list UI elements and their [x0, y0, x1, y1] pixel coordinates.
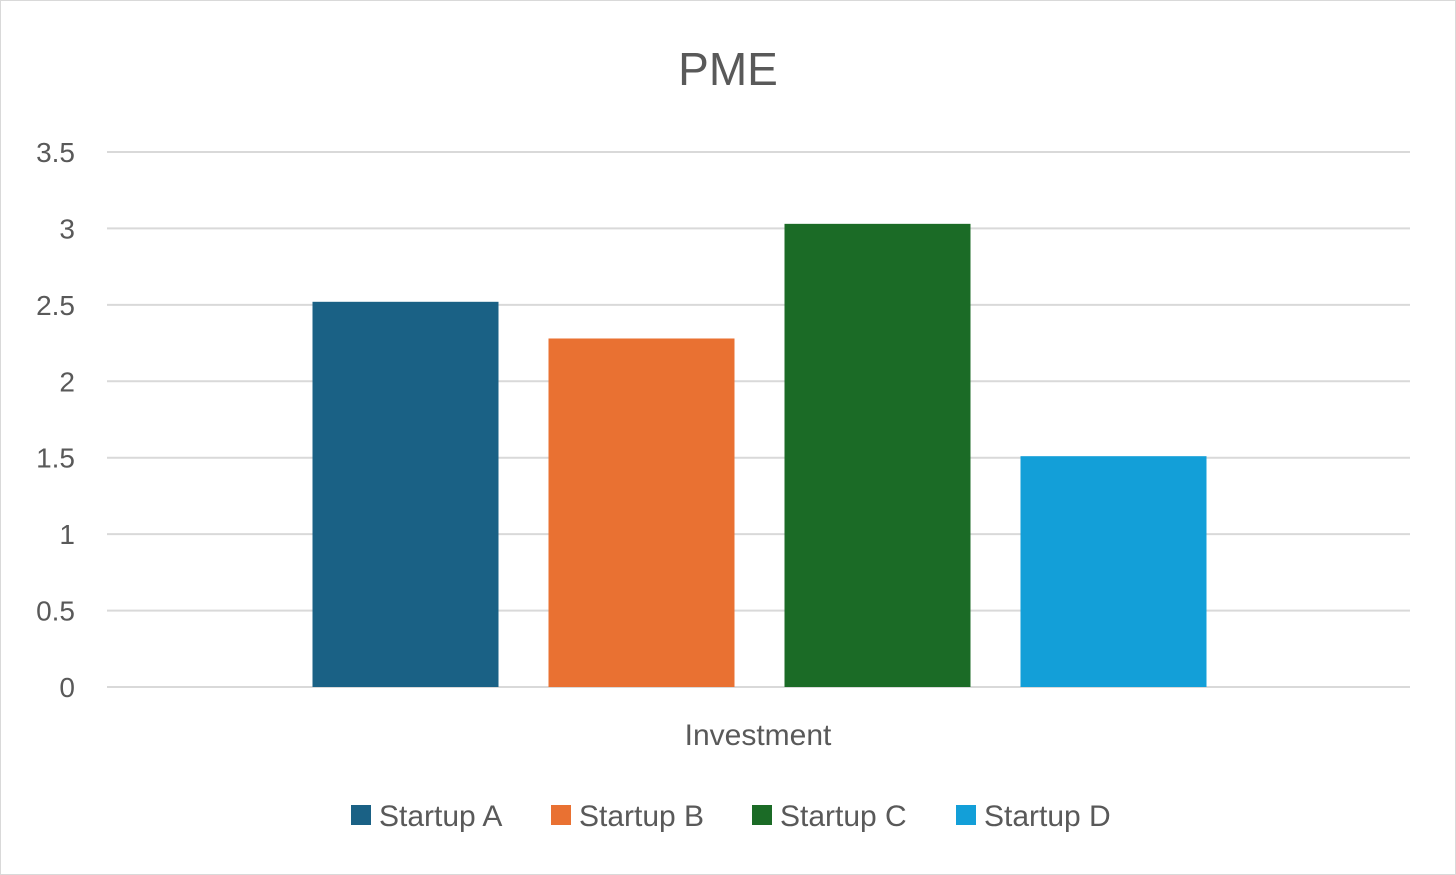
y-tick-label: 0	[59, 672, 75, 703]
bars	[312, 223, 1207, 688]
legend: Startup A Startup B Startup C Startup D	[351, 800, 1111, 833]
y-tick-label: 2.5	[36, 290, 75, 321]
gridlines	[107, 151, 1410, 688]
legend-swatch	[551, 805, 571, 825]
y-tick-label: 1.5	[36, 443, 75, 474]
bar-startup-a	[312, 301, 499, 687]
legend-swatch	[351, 805, 371, 825]
bar-startup-c	[784, 223, 971, 688]
legend-label: Startup C	[780, 800, 907, 833]
bar-startup-d	[1020, 456, 1207, 687]
y-axis-ticks: 0 0.5 1 1.5 2 2.5 3 3.5	[36, 137, 75, 703]
legend-label: Startup D	[984, 800, 1111, 833]
x-category-label: Investment	[685, 719, 832, 752]
chart-title: PME	[678, 43, 778, 95]
y-tick-label: 1	[59, 519, 75, 550]
bar-startup-b	[548, 338, 735, 687]
y-tick-label: 3	[59, 213, 75, 244]
y-tick-label: 3.5	[36, 137, 75, 168]
legend-label: Startup A	[379, 800, 502, 833]
legend-swatch	[956, 805, 976, 825]
legend-swatch	[752, 805, 772, 825]
y-tick-label: 0.5	[36, 596, 75, 627]
y-tick-label: 2	[59, 366, 75, 397]
legend-label: Startup B	[579, 800, 704, 833]
